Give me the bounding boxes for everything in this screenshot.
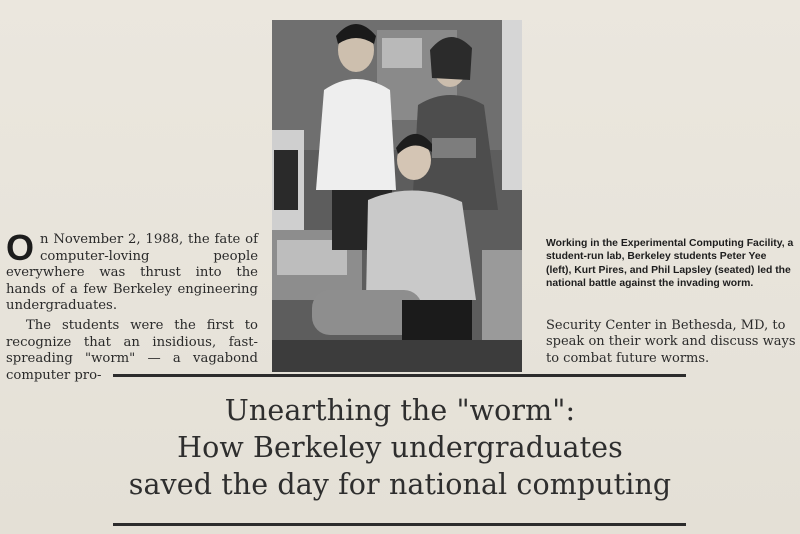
- headline-line-2: How Berkeley undergraduates: [177, 431, 623, 464]
- article-continuation: Security Center in Bethesda, MD, to spea…: [546, 318, 796, 366]
- headline: Unearthing the "worm": How Berkeley unde…: [60, 392, 740, 503]
- article-paragraph-2: The students were the first to recognize…: [6, 317, 258, 383]
- headline-rule-top: [113, 374, 686, 377]
- drop-cap: O: [6, 227, 35, 268]
- headline-line-3: saved the day for national computing: [128, 468, 672, 501]
- headline-line-1: Unearthing the "worm":: [224, 394, 576, 427]
- headline-rule-bottom: [113, 523, 686, 526]
- lab-photo: [272, 20, 522, 372]
- students-photo-illustration: [272, 20, 522, 372]
- paragraph-1-text: n November 2, 1988, the fate of computer…: [6, 232, 258, 314]
- photo-caption: Working in the Experimental Computing Fa…: [546, 238, 794, 290]
